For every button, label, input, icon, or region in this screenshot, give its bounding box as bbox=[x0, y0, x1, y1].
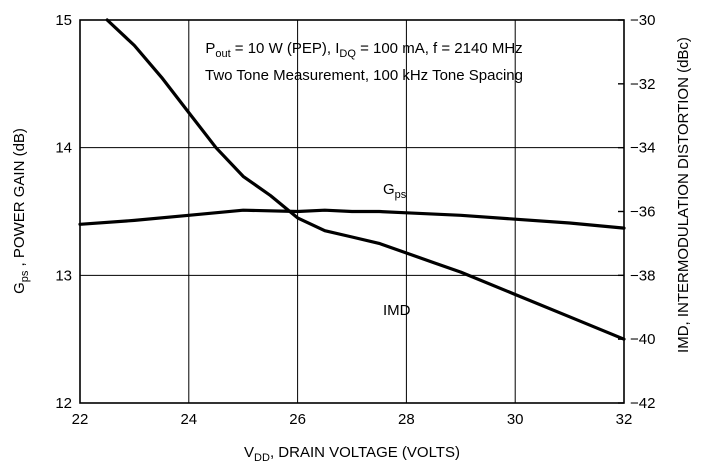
y-left-axis-title: Gps , POWER GAIN (dB) bbox=[11, 128, 31, 294]
series-label-imd: IMD bbox=[383, 302, 411, 319]
y-right-tick-label-2: −38 bbox=[630, 267, 655, 284]
x-tick-label-24: 24 bbox=[180, 411, 197, 428]
annotation-line-2: Two Tone Measurement, 100 kHz Tone Spaci… bbox=[205, 67, 523, 84]
y-left-tick-labels: 12 13 14 15 bbox=[55, 12, 72, 412]
x-tick-label-22: 22 bbox=[72, 411, 89, 428]
series-line-g bbox=[78, 208, 626, 230]
y-left-tick-label-12: 12 bbox=[55, 395, 72, 412]
y-right-tick-label-0: −42 bbox=[630, 395, 655, 412]
y-right-axis-title: IMD, INTERMODULATION DISTORTION (dBc) bbox=[675, 37, 692, 353]
x-tick-label-26: 26 bbox=[289, 411, 306, 428]
y-right-tick-label-3: −36 bbox=[630, 204, 655, 221]
series-label-gps: Gps bbox=[383, 181, 407, 201]
x-tick-label-28: 28 bbox=[398, 411, 415, 428]
series-line-imd bbox=[105, 18, 626, 341]
y-right-tick-labels: −42 −40 −38 −36 −34 −32 −30 bbox=[630, 12, 655, 412]
y-left-tick-label-14: 14 bbox=[55, 140, 72, 157]
annotation-line-1: Pout = 10 W (PEP), IDQ = 100 mA, f = 214… bbox=[205, 40, 522, 60]
y-left-tick-label-15: 15 bbox=[55, 12, 72, 29]
y-right-tick-label-1: −40 bbox=[630, 331, 655, 348]
y-right-tick-label-4: −34 bbox=[630, 140, 655, 157]
y-right-tick-label-5: −32 bbox=[630, 76, 655, 93]
x-tick-label-32: 32 bbox=[616, 411, 633, 428]
x-axis-title: VDD, DRAIN VOLTAGE (VOLTS) bbox=[244, 444, 460, 464]
x-tick-labels: 22 24 26 28 30 32 bbox=[72, 411, 633, 428]
x-tick-label-30: 30 bbox=[507, 411, 524, 428]
series-layer bbox=[78, 18, 626, 341]
y-right-tick-label-6: −30 bbox=[630, 12, 655, 29]
plot-frame bbox=[79, 19, 625, 404]
y-left-tick-label-13: 13 bbox=[55, 267, 72, 284]
